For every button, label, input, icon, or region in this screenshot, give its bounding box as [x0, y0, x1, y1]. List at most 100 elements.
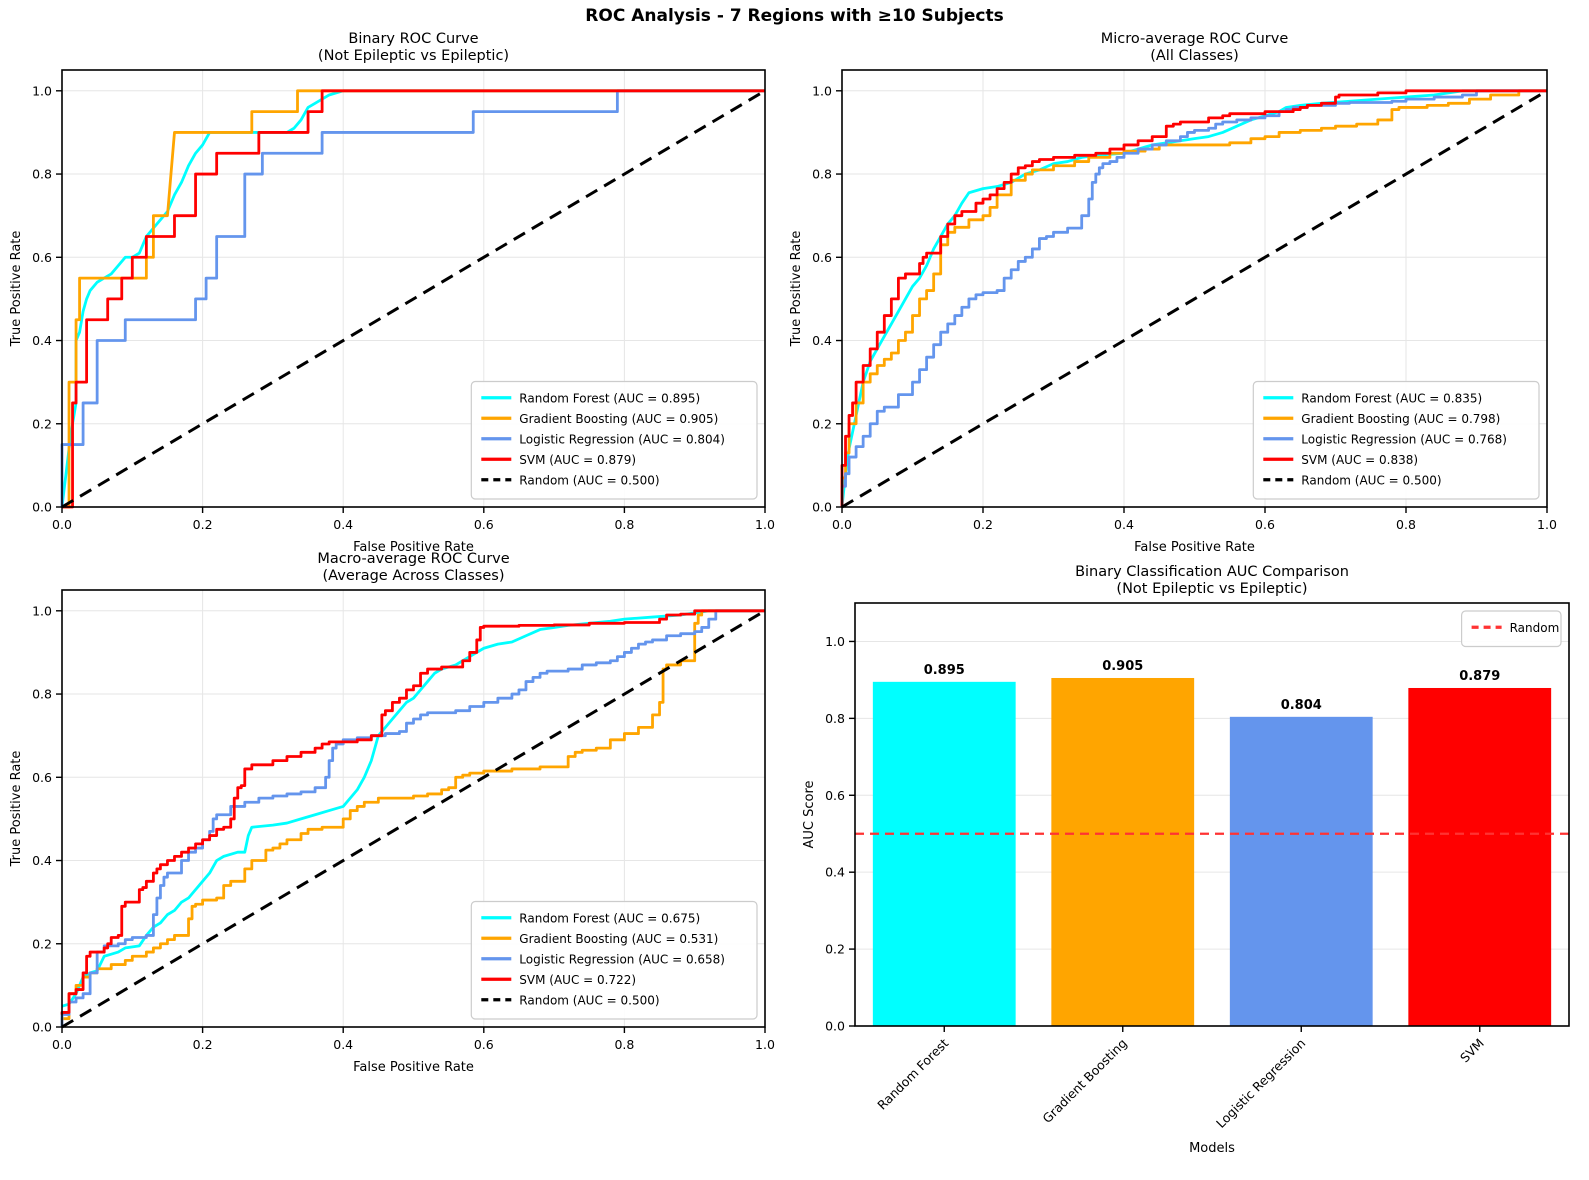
y-tick-label: 0.4 — [812, 333, 832, 348]
axes-frame — [854, 602, 1570, 1027]
panel-title: Binary Classification AUC Comparison — [1075, 564, 1349, 580]
y-tick-label: 0.4 — [825, 865, 845, 880]
bar-svm — [1408, 687, 1552, 1026]
panel-title: Binary ROC Curve — [348, 31, 478, 47]
y-tick-label: 1.0 — [825, 634, 845, 649]
series-gradient_boosting-line — [840, 89, 1547, 507]
x-tick-label: 0.8 — [1396, 517, 1416, 532]
series-random-line — [61, 89, 766, 509]
y-tick-label: 0.8 — [32, 167, 52, 182]
series-svm-line — [60, 609, 765, 1015]
y-tick-label: 0.6 — [32, 770, 52, 785]
bar-random_forest — [872, 681, 1016, 1026]
x-tick-label: SVM — [1457, 1036, 1487, 1066]
legend-label: Random (AUC = 0.500) — [519, 473, 659, 487]
legend: Random Forest (AUC = 0.895) Gradient Boos… — [470, 380, 758, 500]
panel-micro-average-roc: 0.0 0.2 0.4 0.6 0.8 1.0 Micro-average ROC Curv… — [789, 31, 1557, 555]
x-tick-label: Random Forest — [874, 1035, 951, 1112]
y-tick-label: 0.0 — [32, 500, 52, 515]
axes-frame — [841, 69, 1548, 508]
y-axis-label: True Positive Rate — [9, 751, 24, 868]
legend-label: Random (AUC = 0.500) — [1301, 473, 1441, 487]
y-tick-label: 0.2 — [32, 936, 52, 951]
axes-frame — [61, 69, 766, 508]
bar-value-label: 0.879 — [1459, 669, 1500, 684]
x-tick-label: 0.0 — [52, 1037, 72, 1052]
x-tick-label: 1.0 — [1537, 517, 1557, 532]
legend-label: SVM (AUC = 0.722) — [519, 973, 636, 987]
series-gradient_boosting-line — [60, 609, 765, 1027]
axes-frame — [61, 589, 766, 1028]
legend-label: Logistic Regression (AUC = 0.804) — [519, 432, 725, 446]
panel-binary-roc: 0.0 0.2 0.4 0.6 0.8 1.0 Binary ROC Curve(Not E… — [9, 31, 775, 555]
x-tick-label: Logistic Regression — [1213, 1036, 1308, 1131]
y-axis-label: AUC Score — [802, 780, 817, 848]
x-tick-label: 0.2 — [193, 1037, 213, 1052]
x-tick-label: 1.0 — [755, 517, 775, 532]
x-tick-label: 0.8 — [614, 1037, 634, 1052]
y-tick-label: 0.0 — [812, 500, 832, 515]
y-tick-label: 0.6 — [825, 788, 845, 803]
y-tick-label: 0.4 — [32, 853, 52, 868]
bar-value-label: 0.804 — [1281, 698, 1322, 713]
legend-label: Gradient Boosting (AUC = 0.798) — [1301, 412, 1500, 426]
x-axis-label: False Positive Rate — [1134, 540, 1255, 555]
bar-logistic_regression — [1229, 716, 1373, 1026]
x-tick-label: 0.4 — [1114, 517, 1134, 532]
legend-label: Gradient Boosting (AUC = 0.531) — [519, 932, 718, 946]
y-tick-label: 0.6 — [812, 250, 832, 265]
panel-auc-comparison: 0.895 0.905 0.804 0.879 0.0 0.2 0.4 0.6 0.8 1.0 Bi… — [802, 564, 1570, 1156]
x-tick-label: 1.0 — [755, 1037, 775, 1052]
series-random_forest-line — [60, 89, 765, 508]
legend-label: Logistic Regression (AUC = 0.768) — [1301, 432, 1507, 446]
x-tick-label: 0.2 — [973, 517, 993, 532]
y-tick-label: 0.8 — [812, 167, 832, 182]
y-tick-label: 0.0 — [825, 1019, 845, 1034]
legend-label: SVM (AUC = 0.838) — [1301, 453, 1418, 467]
x-tick-label: 0.4 — [333, 1037, 353, 1052]
y-tick-label: 0.2 — [32, 416, 52, 431]
x-tick-label: Gradient Boosting — [1039, 1036, 1130, 1127]
legend-label: Random Forest (AUC = 0.895) — [519, 391, 700, 405]
y-tick-label: 0.2 — [812, 416, 832, 431]
series-random-line — [61, 609, 766, 1029]
series-logistic_regression-line — [60, 609, 765, 1027]
x-tick-label: 0.4 — [333, 517, 353, 532]
series-svm-line — [840, 89, 1547, 507]
x-tick-label: 0.6 — [1255, 517, 1275, 532]
panel-subtitle: (All Classes) — [1150, 48, 1239, 64]
x-axis-label: False Positive Rate — [353, 1060, 474, 1075]
legend-label: Random Forest (AUC = 0.835) — [1301, 391, 1482, 405]
legend-label: SVM (AUC = 0.879) — [519, 453, 636, 467]
legend: Random Forest (AUC = 0.675) Gradient Boos… — [470, 900, 758, 1020]
x-axis-label: False Positive Rate — [353, 540, 474, 555]
x-tick-label: 0.6 — [474, 517, 494, 532]
y-tick-label: 0.0 — [32, 1020, 52, 1035]
y-tick-label: 0.6 — [32, 250, 52, 265]
y-tick-label: 0.8 — [32, 687, 52, 702]
panel-subtitle: (Average Across Classes) — [323, 568, 505, 584]
panel-subtitle: (Not Epileptic vs Epileptic) — [318, 48, 509, 64]
panel-title: Micro-average ROC Curve — [1101, 31, 1289, 47]
y-axis-label: True Positive Rate — [789, 231, 804, 348]
legend-label: Random (AUC = 0.500) — [519, 993, 659, 1007]
y-axis-label: True Positive Rate — [9, 231, 24, 348]
legend-label: Logistic Regression (AUC = 0.658) — [519, 952, 725, 966]
x-tick-label: 0.8 — [614, 517, 634, 532]
x-tick-label: 0.6 — [474, 1037, 494, 1052]
series-logistic_regression-line — [60, 89, 765, 507]
x-tick-label: 0.0 — [832, 517, 852, 532]
legend-label: Random Forest (AUC = 0.675) — [519, 911, 700, 925]
series-random_forest-line — [61, 609, 765, 1008]
series-random-line — [841, 89, 1548, 509]
series-svm-line — [62, 89, 765, 509]
y-tick-label: 1.0 — [812, 83, 832, 98]
legend: Random Forest (AUC = 0.835) Gradient Boos… — [1252, 380, 1540, 500]
bar-value-label: 0.905 — [1102, 659, 1143, 674]
bar-value-label: 0.895 — [924, 663, 965, 678]
legend: Random — [1460, 610, 1562, 648]
y-tick-label: 0.8 — [825, 711, 845, 726]
figure-title: ROC Analysis - 7 Regions with ≥10 Subjec… — [585, 6, 1004, 26]
bar-gradient_boosting — [1051, 677, 1195, 1026]
